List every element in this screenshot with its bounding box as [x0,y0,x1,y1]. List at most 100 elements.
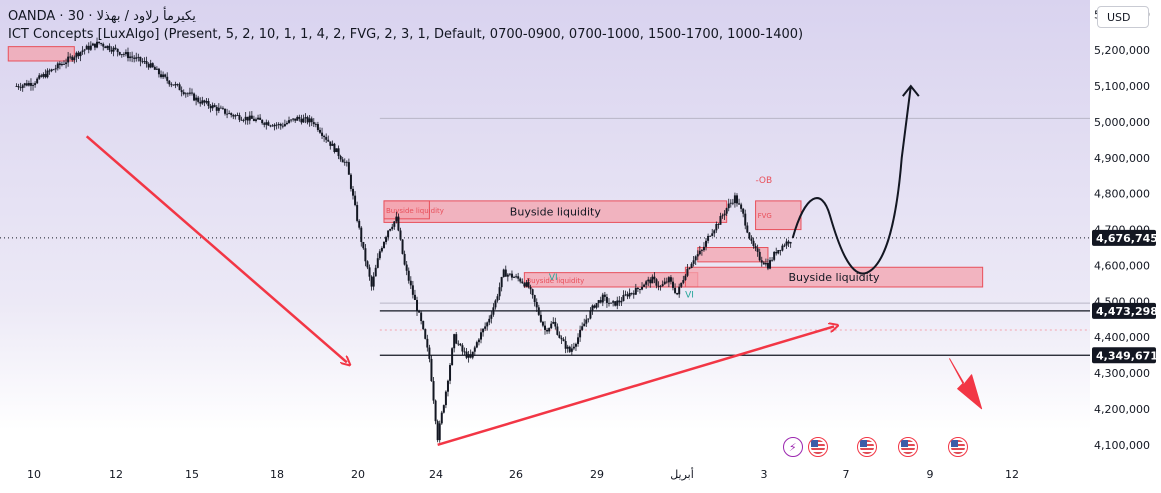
candle-body [711,233,714,236]
candle-body [597,300,600,304]
candle-body [424,329,427,339]
candle-body [356,205,359,221]
candle-body [312,122,315,125]
candle-body [426,338,429,348]
candle-body [52,69,55,71]
zone-label: Buyside liquidity [386,207,444,215]
candle-body [368,267,371,277]
candle-body [292,118,295,120]
candle-body [634,287,637,295]
candle-body [632,293,635,295]
zones: Buyside liquidity Buyside liquidity Buysid… [7,46,984,288]
candle-body [254,119,257,121]
candle-body [211,105,214,109]
candle-body [581,326,584,330]
candle-body [562,339,565,342]
flag-icon[interactable] [857,437,878,457]
candle-body [733,195,736,204]
candle-body [682,280,685,283]
candle-body [186,93,189,95]
candle-body [60,63,63,66]
bolt-icon[interactable]: ⚡ [782,437,803,457]
candle-body [203,100,206,103]
candle-body [221,107,224,109]
candle-body [246,116,249,121]
zone-label: Buyside liquidity [788,271,880,284]
candle-body [692,260,695,264]
candle-body [544,325,546,330]
candle-body [754,245,757,249]
candle-body [647,279,650,282]
candle-body [498,287,501,297]
candle-body [316,124,319,130]
candle-body [15,86,18,87]
candle-body [769,260,772,269]
liquidity-zone [7,46,75,62]
candle-body [766,262,769,269]
candle-body [655,279,658,286]
candle-body [153,67,156,70]
drawings [85,84,983,447]
candle-body [242,120,245,121]
price-label-bg [1092,302,1156,319]
x-tick-label: 24 [429,468,443,481]
candle-body [252,118,255,121]
candle-body [680,282,683,287]
x-tick-label: 7 [843,468,850,481]
candle-body [199,101,202,104]
candle-body [508,273,511,275]
candle-body [420,312,423,322]
candle-body [643,284,646,287]
x-tick-label: 12 [109,468,123,481]
candle-body [717,224,720,225]
candle-body [760,260,763,263]
candle-body [335,148,338,152]
currency-selector[interactable]: USD [1097,6,1149,28]
candle-body [38,75,41,79]
liquidity-zone [383,200,430,220]
candle-body [174,84,177,86]
candle-body [139,56,142,62]
candle-body [304,117,307,119]
candle-body [486,322,489,327]
flag-icon[interactable] [947,437,968,457]
x-axis-ticks: 10 12 15 18 20 24 26 29 أبريل 3 7 9 12 [27,467,1019,481]
candle-body [267,122,270,126]
candle-body [104,46,107,49]
candle-body [352,188,355,196]
candle-body [269,125,272,127]
flag-icon[interactable] [898,437,919,457]
candle-body [585,319,588,324]
candle-body [147,64,150,68]
candle-body [34,83,37,85]
candle-body [325,137,328,140]
candle-body [707,235,710,241]
x-tick-label: 10 [27,468,41,481]
candle-body [779,250,782,251]
candle-body [529,287,532,290]
candle-body [17,86,20,88]
candle-body [560,337,563,340]
candle-body [240,119,243,121]
candle-body [160,74,163,78]
candle-body [628,292,631,297]
candle-body [201,100,204,104]
candle-body [215,106,218,111]
candle-body [657,285,660,287]
candle-body [517,276,520,279]
candle-body [742,208,745,214]
candle-body [228,113,231,114]
candle-body [56,63,59,69]
candle-body [715,224,718,231]
candle-body [610,302,613,304]
candle-body [285,122,288,125]
candle-body [539,314,542,322]
candle-body [430,358,433,382]
candle-body [298,116,301,119]
candle-body [773,252,776,260]
flag-icon[interactable] [807,437,828,457]
candle-body [387,230,390,238]
candle-body [321,132,324,136]
candle-body [744,213,747,226]
